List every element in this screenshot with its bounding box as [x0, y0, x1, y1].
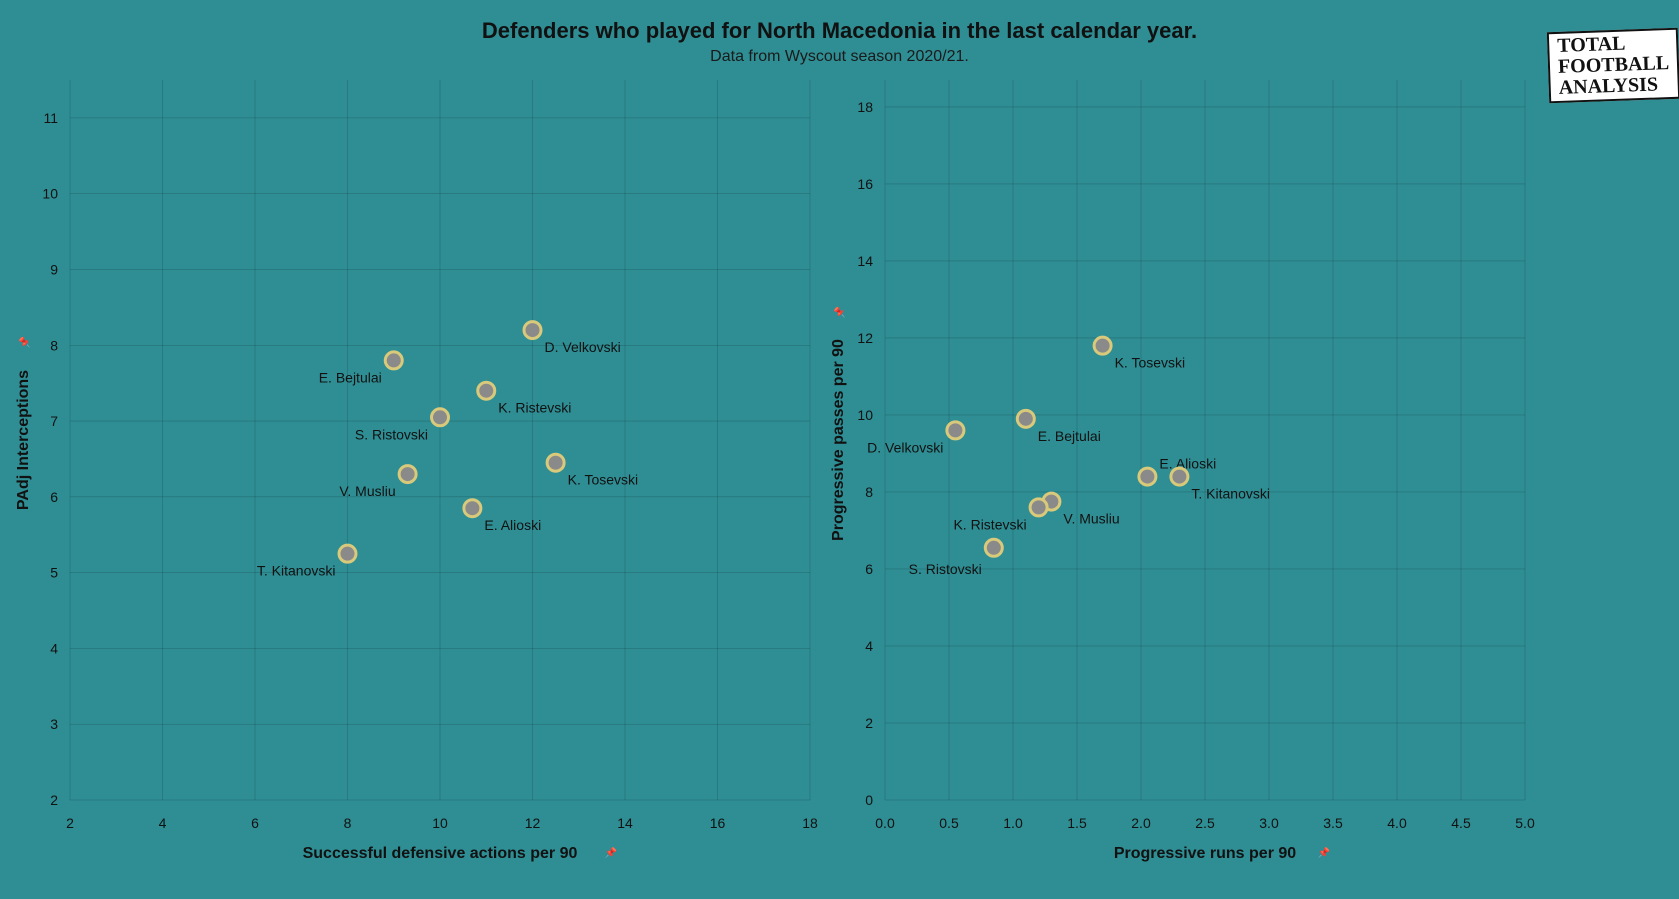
- svg-text:0.5: 0.5: [939, 815, 959, 831]
- pin-icon: 📌: [605, 846, 618, 859]
- scatter-point: [1139, 468, 1156, 485]
- x-axis-label: Progressive runs per 90: [1114, 845, 1296, 862]
- svg-text:2: 2: [66, 815, 74, 831]
- svg-text:10: 10: [42, 186, 58, 202]
- point-label: V. Musliu: [1063, 511, 1119, 527]
- svg-text:7: 7: [50, 413, 58, 429]
- svg-text:6: 6: [50, 489, 58, 505]
- scatter-point: [399, 466, 416, 483]
- svg-text:12: 12: [857, 330, 873, 346]
- chart-subtitle: Data from Wyscout season 2020/21.: [0, 48, 1679, 66]
- point-label: E. Bejtulai: [1038, 428, 1101, 444]
- scatter-points: D. Velkovski E. Bejtulai K. Ristevski S. Ri…: [257, 322, 638, 579]
- svg-text:4: 4: [865, 638, 873, 654]
- svg-text:4: 4: [159, 815, 167, 831]
- scatter-point: [1030, 499, 1047, 516]
- point-label: V. Musliu: [339, 483, 395, 499]
- svg-text:1.0: 1.0: [1003, 815, 1023, 831]
- svg-text:4.0: 4.0: [1387, 815, 1407, 831]
- scatter-point: [1017, 410, 1034, 427]
- svg-text:0.0: 0.0: [875, 815, 895, 831]
- svg-text:3.0: 3.0: [1259, 815, 1279, 831]
- svg-text:9: 9: [50, 261, 58, 277]
- svg-text:4.5: 4.5: [1451, 815, 1471, 831]
- point-label: T. Kitanovski: [1191, 486, 1270, 502]
- svg-text:8: 8: [865, 484, 873, 500]
- svg-text:2: 2: [50, 792, 58, 808]
- scatter-panel-right: 0.0 0.5 1.0 1.5 2.0 2.5 3.0 3.5 4.0 4.5 5.0 0 2 4 6 8 10…: [825, 70, 1585, 899]
- svg-text:14: 14: [617, 815, 633, 831]
- scatter-point: [339, 545, 356, 562]
- svg-text:8: 8: [344, 815, 352, 831]
- svg-text:1.5: 1.5: [1067, 815, 1087, 831]
- svg-text:5: 5: [50, 565, 58, 581]
- svg-text:6: 6: [251, 815, 259, 831]
- scatter-point: [985, 539, 1002, 556]
- scatter-point: [947, 422, 964, 439]
- scatter-point: [524, 322, 541, 339]
- svg-text:10: 10: [432, 815, 448, 831]
- svg-text:2.0: 2.0: [1131, 815, 1151, 831]
- point-label: K. Ristevski: [953, 516, 1026, 532]
- point-label: E. Alioski: [1159, 456, 1216, 472]
- point-label: K. Tosevski: [1115, 355, 1186, 371]
- svg-text:18: 18: [802, 815, 818, 831]
- chart-title: Defenders who played for North Macedonia…: [0, 18, 1679, 44]
- scatter-points: K. Tosevski E. Bejtulai D. Velkovski E. Ali…: [867, 337, 1270, 577]
- y-axis-label: Progressive passes per 90: [830, 339, 847, 541]
- svg-text:0: 0: [865, 792, 873, 808]
- point-label: K. Ristevski: [498, 400, 571, 416]
- scatter-point: [478, 382, 495, 399]
- point-label: E. Alioski: [484, 517, 541, 533]
- svg-text:2.5: 2.5: [1195, 815, 1215, 831]
- svg-text:11: 11: [43, 110, 58, 126]
- y-axis-label: PAdj Interceptions: [15, 370, 32, 510]
- scatter-panel-left: 2 4 6 8 10 12 14 16 18 2 3 4 5 6 7 8 9 10 11 Successful def…: [10, 70, 870, 899]
- point-label: K. Tosevski: [568, 472, 639, 488]
- svg-text:16: 16: [857, 176, 873, 192]
- svg-text:3.5: 3.5: [1323, 815, 1343, 831]
- svg-text:14: 14: [857, 253, 873, 269]
- svg-text:18: 18: [857, 99, 873, 115]
- point-label: E. Bejtulai: [319, 369, 382, 385]
- scatter-point: [385, 352, 402, 369]
- svg-text:12: 12: [525, 815, 541, 831]
- pin-icon: 📌: [833, 306, 846, 319]
- svg-text:16: 16: [710, 815, 726, 831]
- point-label: S. Ristovski: [355, 426, 428, 442]
- svg-text:4: 4: [50, 640, 58, 656]
- svg-text:2: 2: [865, 715, 873, 731]
- scatter-point: [432, 409, 449, 426]
- x-axis-label: Successful defensive actions per 90: [303, 845, 578, 862]
- scatter-point: [1171, 468, 1188, 485]
- scatter-point: [547, 454, 564, 471]
- chart-root: Defenders who played for North Macedonia…: [0, 0, 1679, 899]
- pin-icon: 📌: [18, 336, 31, 349]
- point-label: D. Velkovski: [867, 439, 943, 455]
- svg-text:3: 3: [50, 716, 58, 732]
- scatter-point: [464, 500, 481, 517]
- svg-text:6: 6: [865, 561, 873, 577]
- point-label: D. Velkovski: [545, 339, 621, 355]
- svg-text:8: 8: [50, 337, 58, 353]
- svg-text:10: 10: [857, 407, 873, 423]
- pin-icon: 📌: [1318, 846, 1331, 859]
- scatter-point: [1094, 337, 1111, 354]
- point-label: T. Kitanovski: [257, 563, 336, 579]
- svg-text:5.0: 5.0: [1515, 815, 1535, 831]
- point-label: S. Ristovski: [909, 561, 982, 577]
